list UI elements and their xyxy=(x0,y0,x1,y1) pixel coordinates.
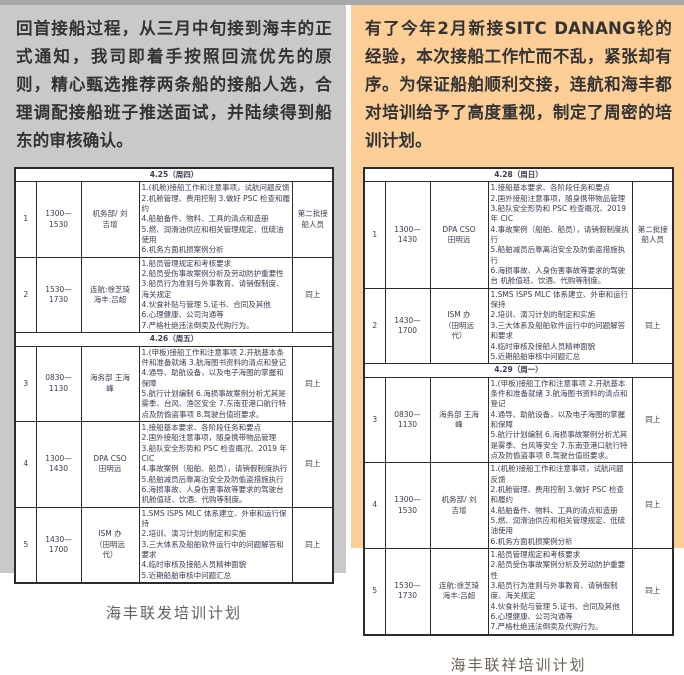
audience-cell: 同上 xyxy=(292,256,334,334)
no-cell: 3 xyxy=(363,376,386,464)
time-cell: 1300— 1530 xyxy=(384,462,431,550)
no-cell: 4 xyxy=(14,420,37,508)
table-row: 5 1430— 1700 ISM 办 （田明远 代） 1.SMS ISPS MLC 体… xyxy=(14,506,334,584)
audience-cell: 同上 xyxy=(632,462,674,550)
date-header-row: 4.25（周四） xyxy=(14,167,334,183)
presenter-cell: ISM 办 （田明远 代） xyxy=(429,287,489,365)
audience-cell: 同上 xyxy=(292,506,334,584)
date-header: 4.25（周四） xyxy=(14,167,334,183)
table-row: 4 1300— 1530 机务部/ 刘 吉增 1.(机舱)接船工作和注意事项，试航问题… xyxy=(363,462,674,550)
time-cell: 1530— 1730 xyxy=(384,548,431,636)
no-cell: 1 xyxy=(363,181,386,289)
content-cell: 1.接船基本要求、各阶段任务和要点 2.国外接船注意事项，随身携带物品管理 3.… xyxy=(138,420,294,508)
date-header: 4.28（周日） xyxy=(363,167,674,183)
time-cell: 1530— 1730 xyxy=(35,256,82,334)
presenter-cell: 连航:徐芝琦 海丰:吕超 xyxy=(80,256,140,334)
right-table-caption: 海丰联祥培训计划 xyxy=(450,655,587,674)
audience-cell: 同上 xyxy=(292,345,334,422)
table-row: 2 1530— 1730 连航:徐芝琦 海丰:吕超 1.船员管理规定和考核要求 2.船… xyxy=(14,256,334,334)
time-cell: 1430— 1700 xyxy=(384,287,431,365)
no-cell: 1 xyxy=(14,181,37,258)
table-row: 3 0830— 1130 海务部 王海 峰 1.(甲板)接船工作和注意事项 2.开航基… xyxy=(363,376,674,464)
content-cell: 1.船员管理规定和考核要求 2.船员受伤事故案例分析及劳动防护重要性 3.船员行… xyxy=(487,548,634,636)
presenter-cell: 海务部 王海 峰 xyxy=(429,376,489,464)
no-cell: 2 xyxy=(14,256,37,334)
time-cell: 1300— 1530 xyxy=(35,181,82,258)
time-cell: 0830— 1130 xyxy=(384,376,431,464)
no-cell: 4 xyxy=(363,462,386,550)
table-row: 1 1300— 1530 机务部/ 刘 吉增 1.(机舱)接船工作和注意事项，试航问题… xyxy=(14,181,334,258)
time-cell: 1300— 1430 xyxy=(35,420,82,508)
left-training-table: 4.25（周四） 1 1300— 1530 机务部/ 刘 吉增 1.(机舱)接船工作和注… xyxy=(14,167,334,585)
time-cell: 1300— 1430 xyxy=(384,181,431,289)
presenter-cell: DPA CSO 田明远 xyxy=(80,420,140,508)
content-cell: 1.SMS ISPS MLC 体系建立、外审和运行保持 2.培训、演习计划的制定… xyxy=(487,287,634,365)
left-panel: 回首接船过程，从三月中旬接到海丰的正式通知，我司即着手按照回流优先的原则，精心甄… xyxy=(0,5,346,622)
date-header: 4.29（周一） xyxy=(363,363,674,378)
presenter-cell: 海务部 王海 峰 xyxy=(80,345,140,422)
audience-cell: 同上 xyxy=(632,287,674,365)
content-cell: 1.SMS ISPS MLC 体系建立、外审和运行保持 2.培训、演习计划的制定… xyxy=(138,506,294,584)
table-row: 1 1300— 1430 DPA CSO 田明远 1.接船基本要求、各阶段任务和要点 … xyxy=(363,181,674,289)
no-cell: 2 xyxy=(363,287,386,365)
content-cell: 1.(机舱)接船工作和注意事项，试航问题反馈 2.机舱管理、费用控制 3.做好 … xyxy=(487,462,634,550)
no-cell: 5 xyxy=(14,506,37,584)
time-cell: 1430— 1700 xyxy=(35,506,82,584)
presenter-cell: 机务部/ 刘 吉增 xyxy=(429,462,489,550)
audience-cell: 第二批接船人员 xyxy=(292,181,334,258)
table-row: 3 0830— 1130 海务部 王海 峰 1.(甲板)接船工作和注意事项 2.开航基… xyxy=(14,345,334,422)
presenter-cell: 机务部/ 刘 吉增 xyxy=(80,181,140,258)
right-training-table: 4.28（周日） 1 1300— 1430 DPA CSO 田明远 1.接船基本要求、各… xyxy=(363,167,674,636)
left-paragraph: 回首接船过程，从三月中旬接到海丰的正式通知，我司即着手按照回流优先的原则，精心甄… xyxy=(16,19,332,150)
content-cell: 1.船员管理规定和考核要求 2.船员受伤事故案例分析及劳动防护重要性 3.船员行… xyxy=(138,256,294,334)
table-row: 5 1530— 1730 连航:徐芝琦 海丰:吕超 1.船员管理规定和考核要求 2.船… xyxy=(363,548,674,636)
top-border-strip xyxy=(0,0,684,5)
right-panel: 有了今年2月新接SITC DANANG轮的经验，本次接船工作忙而不乱，紧张却有序… xyxy=(351,5,684,674)
date-header-row: 4.29（周一） xyxy=(363,363,674,378)
left-table-caption: 海丰联发培训计划 xyxy=(105,604,242,623)
audience-cell: 同上 xyxy=(292,420,334,508)
content-cell: 1.(甲板)接船工作和注意事项 2.开航基本条件和准备就绪 3.航海图书资料的清… xyxy=(138,345,294,422)
date-header-row: 4.26（周五） xyxy=(14,332,334,347)
content-cell: 1.(机舱)接船工作和注意事项，试航问题反馈 2.机舱管理、费用控制 3.做好 … xyxy=(138,181,294,258)
presenter-cell: ISM 办 （田明远 代） xyxy=(80,506,140,584)
right-paragraph: 有了今年2月新接SITC DANANG轮的经验，本次接船工作忙而不乱，紧张却有序… xyxy=(365,19,672,150)
audience-cell: 同上 xyxy=(632,376,674,464)
date-header-row: 4.28（周日） xyxy=(363,167,674,183)
presenter-cell: DPA CSO 田明远 xyxy=(429,181,489,289)
no-cell: 3 xyxy=(14,345,37,422)
date-header: 4.26（周五） xyxy=(14,332,334,347)
content-cell: 1.(甲板)接船工作和注意事项 2.开航基本条件和准备就绪 3.航海图书资料的清… xyxy=(487,376,634,464)
time-cell: 0830— 1130 xyxy=(35,345,82,422)
presenter-cell: 连航:徐芝琦 海丰:吕超 xyxy=(429,548,489,636)
audience-cell: 第二批接船人员 xyxy=(632,181,674,289)
table-row: 2 1430— 1700 ISM 办 （田明远 代） 1.SMS ISPS MLC 体… xyxy=(363,287,674,365)
content-cell: 1.接船基本要求、各阶段任务和要点 2.国外接船注意事项，随身携带物品管理 3.… xyxy=(487,181,634,289)
table-row: 4 1300— 1430 DPA CSO 田明远 1.接船基本要求、各阶段任务和要点 … xyxy=(14,420,334,508)
no-cell: 5 xyxy=(363,548,386,636)
audience-cell: 同上 xyxy=(632,548,674,636)
